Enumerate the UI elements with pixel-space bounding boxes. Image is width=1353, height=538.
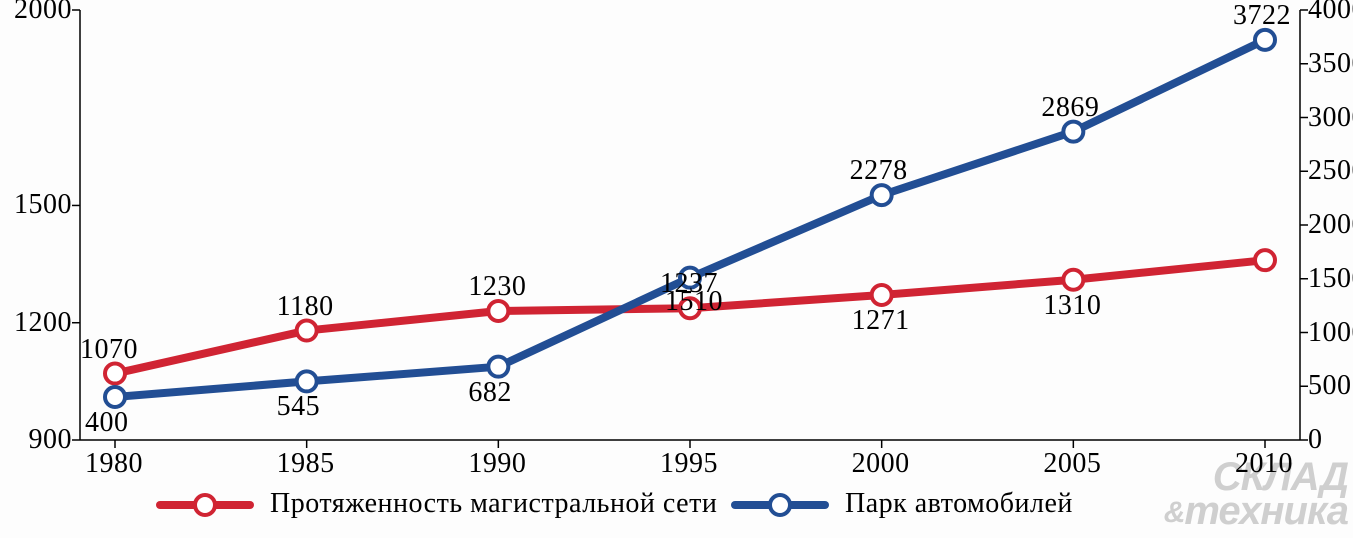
data-label: 400 (85, 407, 129, 439)
x-tick: 1980 (85, 448, 143, 480)
data-label: 2278 (850, 155, 908, 187)
x-tick: 1990 (468, 448, 526, 480)
data-label: 1230 (468, 271, 526, 303)
y-right-tick: 1500 (1308, 263, 1353, 295)
data-label: 1510 (665, 286, 723, 318)
y-right-tick: 2500 (1308, 155, 1353, 187)
data-label: 682 (468, 377, 512, 409)
data-label: 1310 (1043, 290, 1101, 322)
y-right-tick: 1000 (1308, 317, 1353, 349)
y-left-tick: 1200 (0, 307, 72, 339)
data-label: 1180 (277, 291, 334, 323)
x-tick: 2000 (852, 448, 910, 480)
x-tick: 2010 (1235, 448, 1293, 480)
y-left-tick: 900 (0, 424, 72, 456)
legend-label: Парк автомобилей (845, 488, 1073, 520)
data-label: 1070 (80, 334, 138, 366)
y-left-tick: 2000 (0, 0, 72, 26)
legend-label: Протяженность магистральной сети (270, 488, 717, 520)
y-right-tick: 500 (1308, 370, 1352, 402)
y-right-tick: 4000 (1308, 0, 1353, 26)
data-label: 2869 (1041, 92, 1099, 124)
x-tick: 1995 (660, 448, 718, 480)
x-tick: 2005 (1043, 448, 1101, 480)
data-label: 545 (277, 391, 321, 423)
y-right-tick: 2000 (1308, 209, 1353, 241)
x-tick: 1985 (277, 448, 335, 480)
data-label: 3722 (1233, 0, 1291, 32)
y-right-tick: 0 (1308, 424, 1323, 456)
y-left-tick: 1500 (0, 189, 72, 221)
y-right-tick: 3500 (1308, 48, 1353, 80)
data-label: 1271 (852, 305, 910, 337)
dual-axis-line-chart: СКЛАД &техника 9001200150020000500100015… (0, 0, 1353, 530)
y-right-tick: 3000 (1308, 102, 1353, 134)
